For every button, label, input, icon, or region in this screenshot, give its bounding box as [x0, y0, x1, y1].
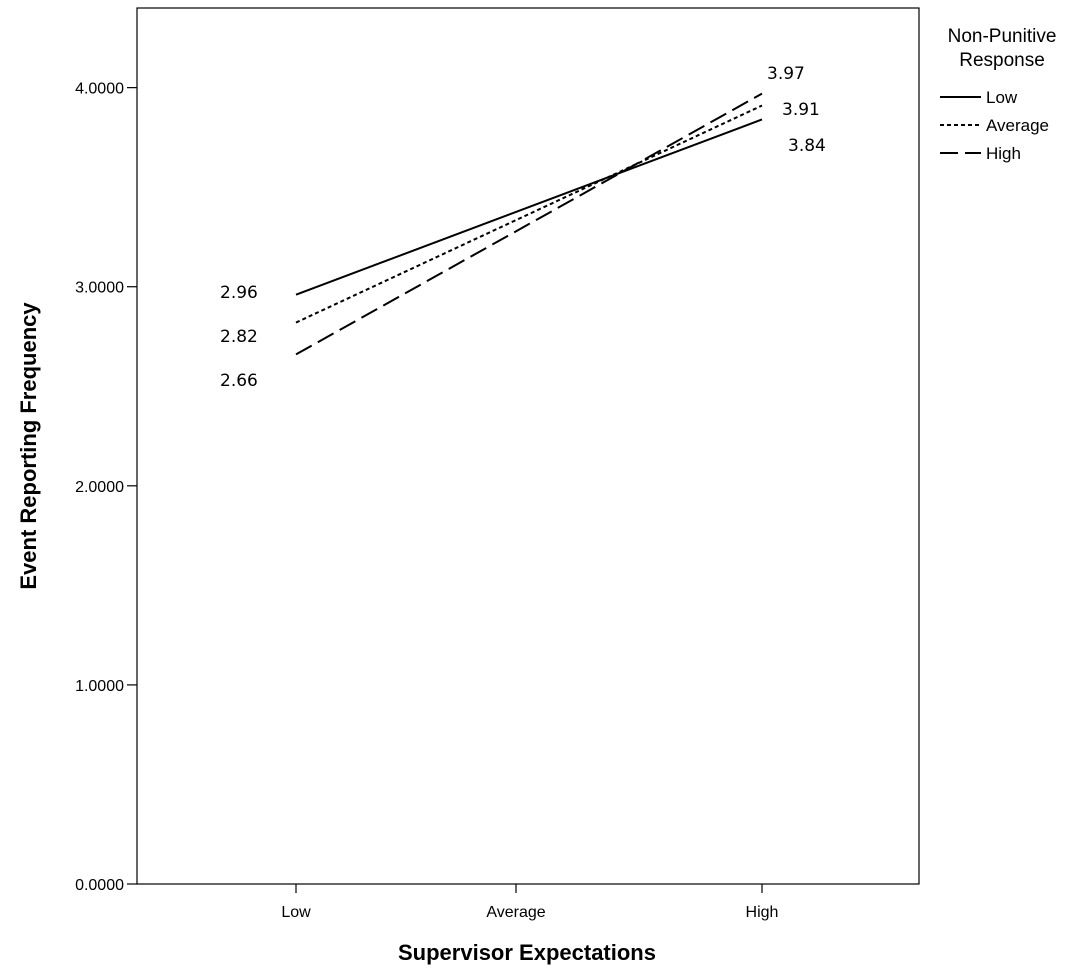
- y-tick-label: 1.0000: [75, 678, 124, 695]
- data-label-low-low: 2.96: [220, 283, 258, 303]
- legend-label-average: Average: [986, 116, 1049, 135]
- y-tick-label: 2.0000: [75, 479, 124, 496]
- legend-title: Response: [959, 50, 1045, 71]
- series-line-low: [295, 118, 763, 296]
- series-line-average: [295, 104, 763, 324]
- x-tick-label: High: [746, 904, 779, 921]
- series-line-high: [295, 92, 763, 356]
- data-label-average-high: 3.91: [782, 100, 820, 120]
- data-label-high-high: 3.97: [767, 64, 805, 84]
- y-tick-label: 3.0000: [75, 280, 124, 297]
- y-tick-label: 0.0000: [75, 877, 124, 894]
- legend: Non-Punitive Response Low Average High: [940, 26, 1056, 163]
- x-tick-label: Low: [281, 904, 311, 921]
- plot-area-frame: [136, 7, 920, 885]
- data-label-low-high: 3.84: [788, 136, 826, 156]
- legend-title: Non-Punitive: [948, 26, 1057, 47]
- x-tick-label: Average: [486, 904, 545, 921]
- data-labels: 2.96 3.84 2.82 3.91 2.66 3.97: [220, 64, 826, 391]
- series-lines: [295, 92, 763, 356]
- legend-label-high: High: [986, 144, 1021, 163]
- data-label-average-low: 2.82: [220, 327, 258, 347]
- y-tick-label: 4.0000: [75, 81, 124, 98]
- y-axis-title: Event Reporting Frequency: [16, 302, 41, 590]
- legend-label-low: Low: [986, 88, 1018, 107]
- y-axis: 0.0000 1.0000 2.0000 3.0000 4.0000: [75, 81, 137, 894]
- data-label-high-low: 2.66: [220, 371, 258, 391]
- x-axis: Low Average High: [281, 884, 778, 921]
- x-axis-title: Supervisor Expectations: [398, 940, 656, 965]
